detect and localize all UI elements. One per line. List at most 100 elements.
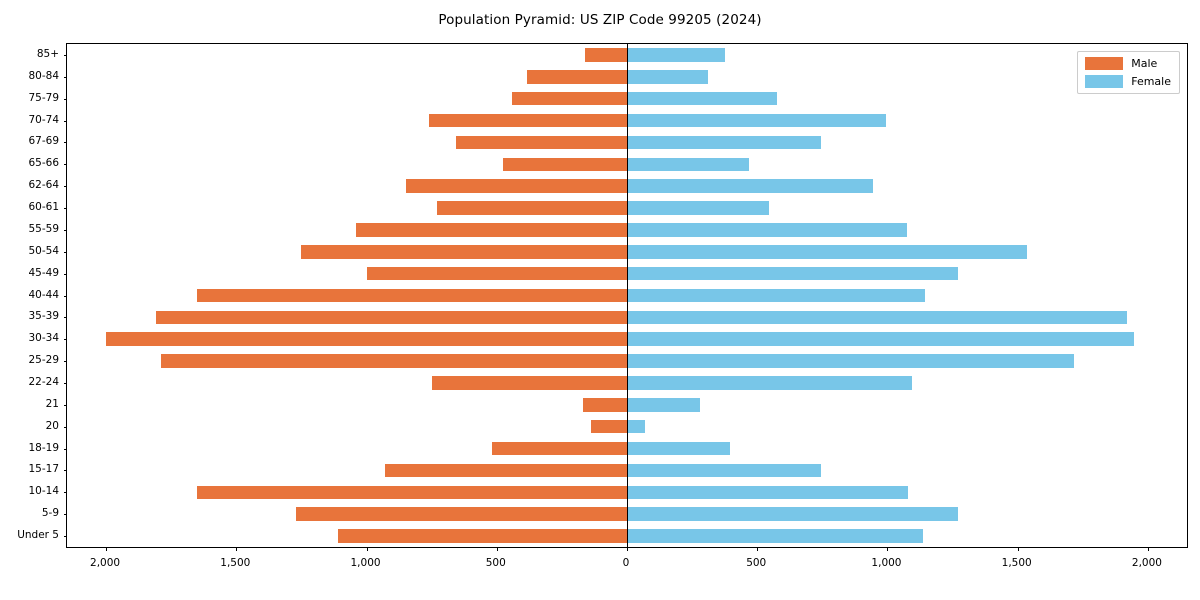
y-axis-tick-label: 45-49 xyxy=(28,266,59,279)
bar-female xyxy=(627,48,725,62)
bar-row xyxy=(67,179,1187,193)
y-axis-tick-label: 62-64 xyxy=(28,179,59,192)
y-axis-tick-label: 67-69 xyxy=(28,135,59,148)
y-axis-tick-mark xyxy=(63,229,67,231)
bar-row xyxy=(67,463,1187,478)
x-axis-tick-mark xyxy=(1017,547,1019,551)
y-axis-tick-mark xyxy=(63,98,67,100)
y-axis-tick-mark xyxy=(63,295,67,297)
bar-row xyxy=(67,398,1187,412)
legend-label: Male xyxy=(1131,57,1158,70)
bar-male xyxy=(582,398,627,412)
bar-female xyxy=(627,179,874,193)
x-axis-tick-label: 1,500 xyxy=(220,557,251,569)
bar-row xyxy=(67,113,1187,128)
bar-row xyxy=(67,244,1187,259)
y-axis-tick-mark xyxy=(63,448,67,450)
bar-male xyxy=(296,507,627,521)
bar-female xyxy=(627,419,646,434)
chart-legend: Male Female xyxy=(1077,51,1180,94)
bar-female xyxy=(627,485,909,500)
bar-row xyxy=(67,288,1187,303)
bar-male xyxy=(160,354,627,368)
bar-row xyxy=(67,91,1187,106)
x-axis-tick-mark xyxy=(106,547,108,551)
bar-row xyxy=(67,529,1187,543)
y-axis-tick-label: 85+ xyxy=(36,47,59,60)
bar-row xyxy=(67,419,1187,434)
y-axis-tick-label: 80-84 xyxy=(28,69,59,82)
y-axis-tick-mark xyxy=(63,142,67,144)
bar-female xyxy=(627,288,926,303)
bar-row xyxy=(67,485,1187,500)
x-axis-tick-label: 500 xyxy=(485,557,506,569)
legend-entry: Female xyxy=(1085,75,1171,88)
y-axis-tick-mark xyxy=(63,317,67,319)
bar-female xyxy=(627,70,708,84)
bar-row xyxy=(67,441,1187,456)
bar-female xyxy=(627,113,887,128)
bar-male xyxy=(197,288,627,303)
bar-male xyxy=(301,244,627,259)
y-axis-tick-mark xyxy=(63,382,67,384)
bar-male xyxy=(356,223,627,237)
bar-row xyxy=(67,507,1187,521)
y-axis-tick-mark xyxy=(63,251,67,253)
y-axis-tick-label: 10-14 xyxy=(28,485,59,498)
bar-row xyxy=(67,223,1187,237)
legend-entry: Male xyxy=(1085,57,1171,70)
bar-row xyxy=(67,354,1187,368)
bar-male xyxy=(456,135,627,150)
bar-male xyxy=(429,113,627,128)
bar-female xyxy=(627,266,958,281)
bar-female xyxy=(627,223,907,237)
x-axis-tick-label: 1,500 xyxy=(1001,557,1032,569)
y-axis-tick-mark xyxy=(63,54,67,56)
y-axis-tick-label: 20 xyxy=(45,419,59,432)
y-axis-tick-mark xyxy=(63,339,67,341)
y-axis-tick-mark xyxy=(63,470,67,472)
bar-row xyxy=(67,70,1187,84)
y-axis-tick-label: 15-17 xyxy=(28,463,59,476)
y-axis-tick-label: 75-79 xyxy=(28,91,59,104)
x-axis-tick-label: 1,000 xyxy=(871,557,902,569)
y-axis-tick-mark xyxy=(63,120,67,122)
y-axis-tick-label: 18-19 xyxy=(28,441,59,454)
x-axis-tick-label: 1,000 xyxy=(350,557,381,569)
y-axis-tick-mark xyxy=(63,186,67,188)
bar-male xyxy=(585,48,627,62)
bar-row xyxy=(67,135,1187,150)
bar-female xyxy=(627,441,730,456)
bar-female xyxy=(627,310,1128,325)
bar-female xyxy=(627,201,769,215)
bar-female xyxy=(627,376,913,390)
y-axis-tick-label: Under 5 xyxy=(17,529,59,542)
y-axis-tick-label: 65-66 xyxy=(28,157,59,170)
bar-female xyxy=(627,529,923,543)
plot-area: Male Female xyxy=(63,43,1188,551)
zero-axis-line xyxy=(627,44,629,547)
bar-female xyxy=(627,135,822,150)
bar-male xyxy=(155,310,627,325)
x-axis-tick-label: 2,000 xyxy=(90,557,121,569)
x-axis-tick-mark xyxy=(887,547,889,551)
x-axis-tick-mark xyxy=(496,547,498,551)
bar-female xyxy=(627,398,700,412)
y-axis-tick-mark xyxy=(63,426,67,428)
bar-male xyxy=(405,179,627,193)
bar-female xyxy=(627,332,1134,346)
bar-male xyxy=(491,441,627,456)
y-axis-tick-label: 30-34 xyxy=(28,332,59,345)
y-axis-tick-mark xyxy=(63,492,67,494)
y-axis-tick-label: 60-61 xyxy=(28,201,59,214)
legend-swatch-female xyxy=(1085,75,1124,88)
bar-male xyxy=(526,70,627,84)
y-axis-tick-label: 40-44 xyxy=(28,288,59,301)
bar-male xyxy=(106,332,627,346)
x-axis-tick-mark xyxy=(236,547,238,551)
bar-female xyxy=(627,463,822,478)
x-axis-tick-label: 0 xyxy=(622,557,630,569)
bar-female xyxy=(627,244,1027,259)
bar-male xyxy=(590,419,627,434)
